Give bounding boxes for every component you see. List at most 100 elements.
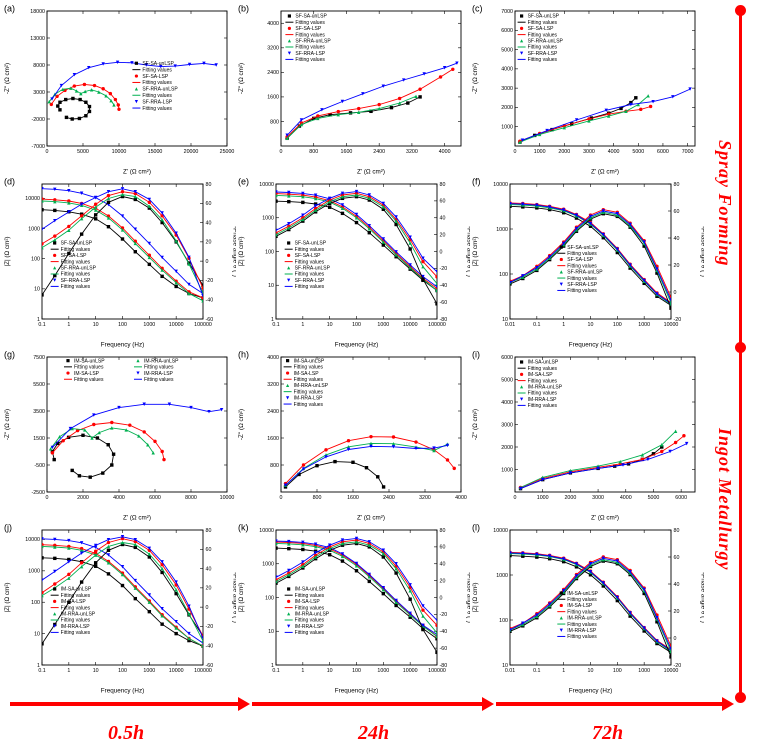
svg-text:10: 10	[588, 322, 594, 328]
svg-text:Fitting values: Fitting values	[528, 403, 558, 409]
svg-text:40: 40	[206, 566, 212, 572]
svg-text:10: 10	[502, 663, 508, 669]
svg-text:1500: 1500	[33, 436, 45, 442]
svg-text:6000: 6000	[675, 495, 687, 501]
svg-text:10: 10	[34, 287, 40, 293]
svg-text:1000: 1000	[28, 226, 40, 232]
time-label-72h: 72h	[592, 722, 624, 744]
svg-text:4000: 4000	[267, 21, 279, 27]
svg-text:-Phase angle θ (°): -Phase angle θ (°)	[466, 572, 471, 623]
svg-text:Z' (Ω cm²): Z' (Ω cm²)	[357, 515, 385, 522]
svg-text:Fitting values: Fitting values	[295, 259, 325, 265]
timeline-arrow-1	[10, 697, 250, 711]
plot-bode-j: 0.1 1 10 100 1000 10000 100000110100100010000-…	[4, 523, 240, 695]
svg-text:(a): (a)	[4, 4, 15, 14]
svg-text:1000: 1000	[377, 668, 389, 674]
panel-d: 0.1 1 10 100 1000 10000 100000 1 10 100 1000 10000-…	[2, 175, 240, 349]
svg-text:Frequency (Hz): Frequency (Hz)	[569, 342, 612, 349]
arrow-head-icon	[238, 697, 250, 711]
svg-text:Fitting values: Fitting values	[61, 605, 91, 611]
plot-nyquist-b: 0 800 1600 2400 3200 4000 800 1600 2400 3200 4000 Z…	[238, 4, 462, 176]
svg-text:0.1: 0.1	[533, 668, 540, 674]
svg-text:SF-RRA-unLSP: SF-RRA-unLSP	[142, 87, 178, 93]
svg-text:100: 100	[265, 249, 274, 255]
svg-text:40: 40	[440, 216, 446, 222]
svg-text:7000: 7000	[501, 9, 513, 15]
svg-text:2000: 2000	[564, 495, 576, 501]
svg-text:5000: 5000	[632, 149, 644, 155]
svg-text:-Phase angle θ (°): -Phase angle θ (°)	[232, 226, 237, 277]
svg-text:IM-SA-unLSP: IM-SA-unLSP	[294, 358, 325, 364]
svg-text:60: 60	[206, 547, 212, 553]
svg-text:IM-RRA-LSP: IM-RRA-LSP	[294, 396, 324, 402]
svg-text:-500: -500	[34, 463, 45, 469]
svg-text:-Z'' (Ω cm²): -Z'' (Ω cm²)	[4, 63, 11, 94]
svg-text:13000: 13000	[30, 36, 45, 42]
svg-text:40: 40	[206, 220, 212, 226]
svg-text:Fitting values: Fitting values	[294, 365, 324, 371]
svg-text:5000: 5000	[648, 495, 660, 501]
svg-text:1: 1	[562, 668, 565, 674]
svg-text:10000: 10000	[25, 196, 40, 202]
svg-text:0: 0	[46, 495, 49, 501]
panel-b: 0 800 1600 2400 3200 4000 800 1600 2400 3200 4000 Z…	[236, 2, 470, 176]
svg-text:7500: 7500	[33, 355, 45, 361]
svg-text:0: 0	[440, 249, 443, 255]
svg-text:10: 10	[34, 631, 40, 637]
svg-text:0.1: 0.1	[272, 322, 279, 328]
svg-text:80: 80	[206, 182, 212, 188]
svg-text:5500: 5500	[33, 382, 45, 388]
svg-text:Fitting values: Fitting values	[142, 93, 172, 99]
svg-text:800: 800	[270, 119, 279, 125]
svg-text:Fitting values: Fitting values	[528, 20, 558, 26]
svg-text:Fitting values: Fitting values	[144, 365, 174, 371]
svg-text:100: 100	[352, 322, 361, 328]
svg-text:-Phase angle θ (°): -Phase angle θ (°)	[232, 572, 237, 623]
svg-text:100: 100	[499, 272, 508, 278]
svg-text:Fitting values: Fitting values	[567, 276, 597, 282]
svg-text:IM-SA-LSP: IM-SA-LSP	[295, 599, 321, 605]
svg-text:0: 0	[280, 495, 283, 501]
plot-nyquist-a: 0 5000 10000 15000 20000 25000 -7000 -2000 3000 8…	[4, 4, 234, 176]
svg-text:SF-RRA-LSP: SF-RRA-LSP	[61, 278, 91, 284]
svg-text:80: 80	[674, 182, 680, 188]
panel-e: 0.1 1 10 100 1000 10000 100000 1 10 100 1000 10000-…	[236, 175, 474, 349]
plot-bode-l: 0.01 0.1 1 10 100 1000 1000010100100010000-200…	[472, 523, 708, 695]
arrow-head-icon	[722, 697, 734, 711]
svg-text:|Z| (Ω cm²): |Z| (Ω cm²)	[238, 236, 245, 266]
svg-text:SF-RRA-LSP: SF-RRA-LSP	[528, 51, 558, 57]
svg-text:100000: 100000	[428, 668, 446, 674]
svg-text:6000: 6000	[149, 495, 161, 501]
svg-text:5000: 5000	[77, 149, 89, 155]
svg-text:1: 1	[562, 322, 565, 328]
svg-text:80: 80	[440, 182, 446, 188]
svg-text:Fitting values: Fitting values	[528, 32, 558, 38]
svg-text:80: 80	[206, 528, 212, 534]
svg-text:(e): (e)	[238, 177, 249, 187]
svg-text:10000: 10000	[403, 668, 418, 674]
svg-text:Fitting values: Fitting values	[528, 391, 558, 397]
svg-text:-20: -20	[440, 612, 448, 618]
svg-text:Fitting values: Fitting values	[295, 630, 325, 636]
svg-text:Fitting values: Fitting values	[294, 402, 324, 408]
svg-text:SF-RRA-LSP: SF-RRA-LSP	[142, 99, 172, 105]
svg-text:IM-RRA-unLSP: IM-RRA-unLSP	[61, 612, 96, 618]
svg-text:1000: 1000	[537, 495, 549, 501]
svg-text:1: 1	[67, 322, 70, 328]
svg-text:1000: 1000	[143, 668, 155, 674]
svg-text:60: 60	[674, 555, 680, 561]
svg-text:0.1: 0.1	[38, 668, 45, 674]
panel-grid: 0 5000 10000 15000 20000 25000 -7000 -2000 3000 8…	[2, 2, 708, 695]
svg-text:|Z| (Ω cm²): |Z| (Ω cm²)	[472, 236, 479, 266]
svg-text:Fitting values: Fitting values	[61, 247, 91, 253]
svg-text:1000: 1000	[496, 573, 508, 579]
svg-text:IM-RRA-LSP: IM-RRA-LSP	[528, 397, 558, 403]
svg-text:(l): (l)	[472, 523, 480, 533]
timeline-arrow-2	[252, 697, 494, 711]
svg-text:1: 1	[67, 668, 70, 674]
svg-text:IM-RRA-unLSP: IM-RRA-unLSP	[294, 383, 329, 389]
svg-text:20: 20	[674, 263, 680, 269]
svg-text:4000: 4000	[608, 149, 620, 155]
svg-text:2400: 2400	[373, 149, 385, 155]
svg-text:Z' (Ω cm²): Z' (Ω cm²)	[591, 515, 619, 522]
